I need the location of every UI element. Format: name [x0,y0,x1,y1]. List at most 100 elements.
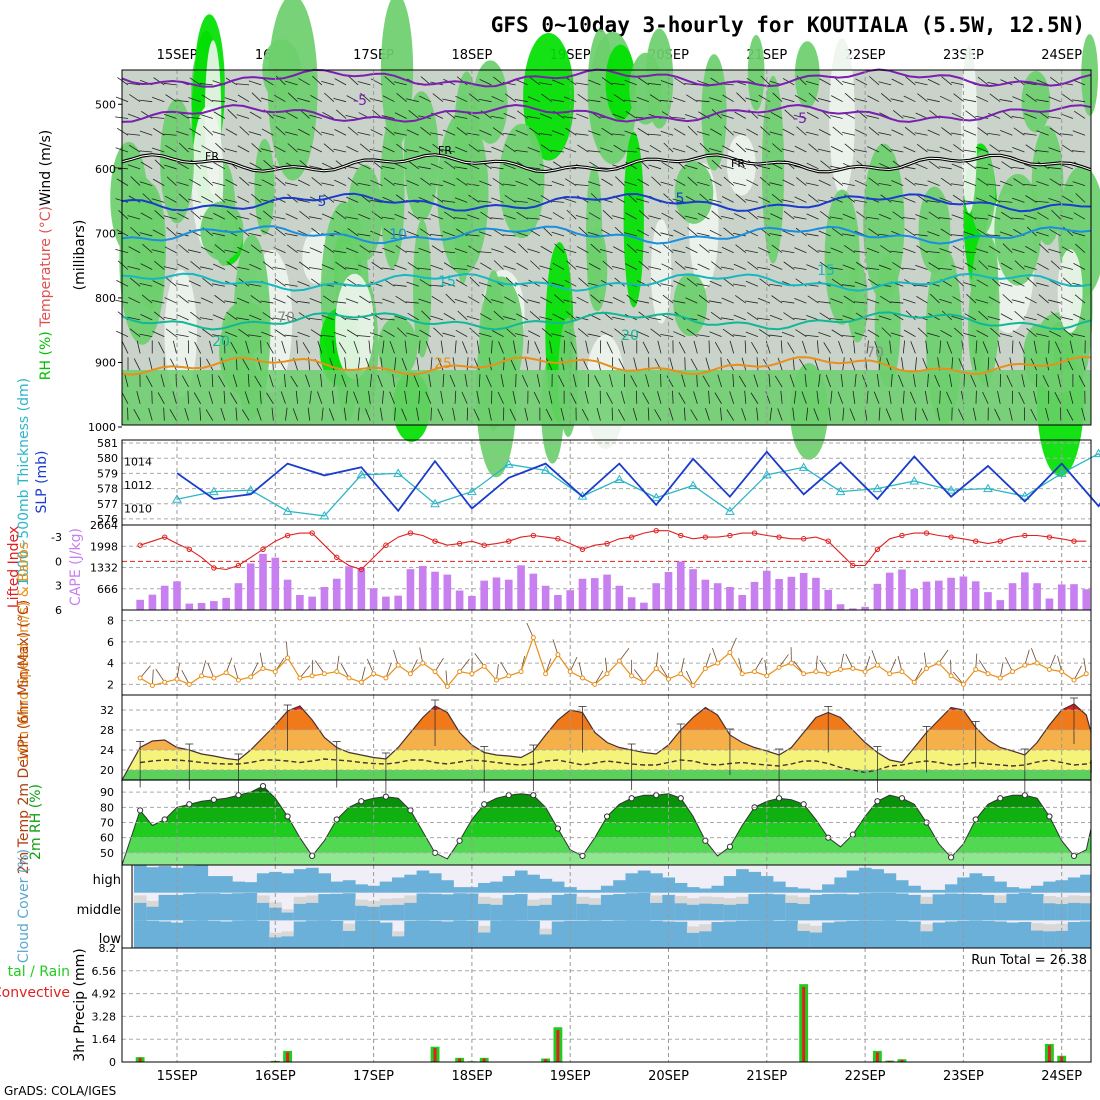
wind10m-point [715,660,721,666]
thickness-point [209,486,219,496]
panel-frame [121,439,1092,526]
wind-barb [381,318,395,321]
wind-barb [661,263,674,270]
wind-barb [232,374,238,388]
wind10m-point [272,669,278,675]
wind-barb [808,194,819,203]
cloud-cell [908,885,921,893]
wind-barb [881,327,892,337]
cape-ylabel: CAPE (J/kg) [68,528,84,606]
wind-barb [699,193,710,203]
wind-barb [317,391,323,404]
cape-bar [210,601,218,610]
wind-barb [425,391,432,404]
wind-barb [569,391,577,404]
wind-barb [951,357,954,371]
cloud-cell [146,867,159,893]
wind-barb [148,407,153,421]
wind-barb [241,409,250,421]
wind-barb [479,313,492,321]
wind-barb [478,149,492,153]
wind-barb [686,277,698,287]
wind-barb [473,408,480,421]
wind-barb [172,340,177,354]
wind-barb [239,176,250,186]
cloud-cell [330,893,344,921]
wind-barb [551,150,565,153]
wind-barb [334,179,347,186]
wind-barb [347,126,359,136]
wind-barb [347,227,359,237]
wind-barb [793,114,807,119]
wind-barb [904,177,916,186]
wind-barb [987,316,1001,321]
wind-barb [539,316,553,321]
wind-barb [1049,279,1061,287]
wind-barb [431,245,444,254]
wind-barb [249,213,262,220]
wind-barb [345,114,359,119]
wind-barb [175,283,189,287]
wind-barb [249,162,262,170]
wind-barb [1066,408,1074,421]
wind-barb [502,316,516,321]
wind-barb [238,328,250,337]
precip-convective-bar [1047,1045,1051,1062]
wind-barb [230,341,238,354]
wind10m-barb [938,649,949,664]
wind-barb [757,216,771,220]
rh-patch [747,34,765,111]
wind-barb [792,407,795,421]
cloud-cell [711,921,725,948]
wind-barb [660,80,674,86]
wind-barb [721,246,734,254]
wind10m-point [788,660,794,666]
isotherm-line [121,355,1092,376]
wind-barb [570,341,577,354]
cape-bar [762,570,771,610]
wind-barb [769,182,783,186]
wind-barb [915,163,928,170]
cloud-cell [576,920,590,948]
wind-barb [774,375,783,388]
wind-barb [925,340,928,354]
wind-barb [445,293,456,304]
cape-ylabel-part: CAPE (J/kg) [68,528,84,606]
lifted-index-point [850,562,856,569]
cloud-cell-fill [539,904,553,921]
wind-barb [940,228,952,237]
wind-barb [849,408,856,421]
wind-barb [770,213,783,220]
wind-barb [927,373,929,388]
wind-barb [456,177,468,186]
wind-barb [1048,147,1061,153]
wind-barb [184,407,189,421]
wind-barb [549,340,553,354]
wind-barb [154,210,165,220]
credit-label: GrADS: COLA/IGES [4,1084,116,1098]
wind-barb [636,249,649,254]
wind-barb [818,332,831,338]
wind-barb [793,216,807,220]
wind-barb [837,391,844,404]
wind10m-point [629,673,635,679]
wind-barb [685,297,698,304]
wind-barb [527,147,541,153]
rh-band [122,852,1091,865]
wind-barb [990,327,1001,337]
wind-barb [189,77,201,86]
wind-barb [493,260,504,270]
wind-barb [263,159,274,170]
wind-barb [178,244,189,254]
cloud-cell [736,869,749,893]
wind-barb [729,340,735,354]
wind-barb [417,166,431,170]
slp-ylabel: SLP (mb) [34,450,50,513]
wind10m-barb [729,637,737,653]
temp2m-ylabel-part: 2m Temp 2m DewPt (6hr Min/Max) (°C) [16,600,32,875]
wind-barb [819,211,831,220]
wind10m-point [641,679,647,685]
wind-barb [245,340,250,354]
cloud-cell [379,922,393,948]
cloud-cell [932,922,946,948]
